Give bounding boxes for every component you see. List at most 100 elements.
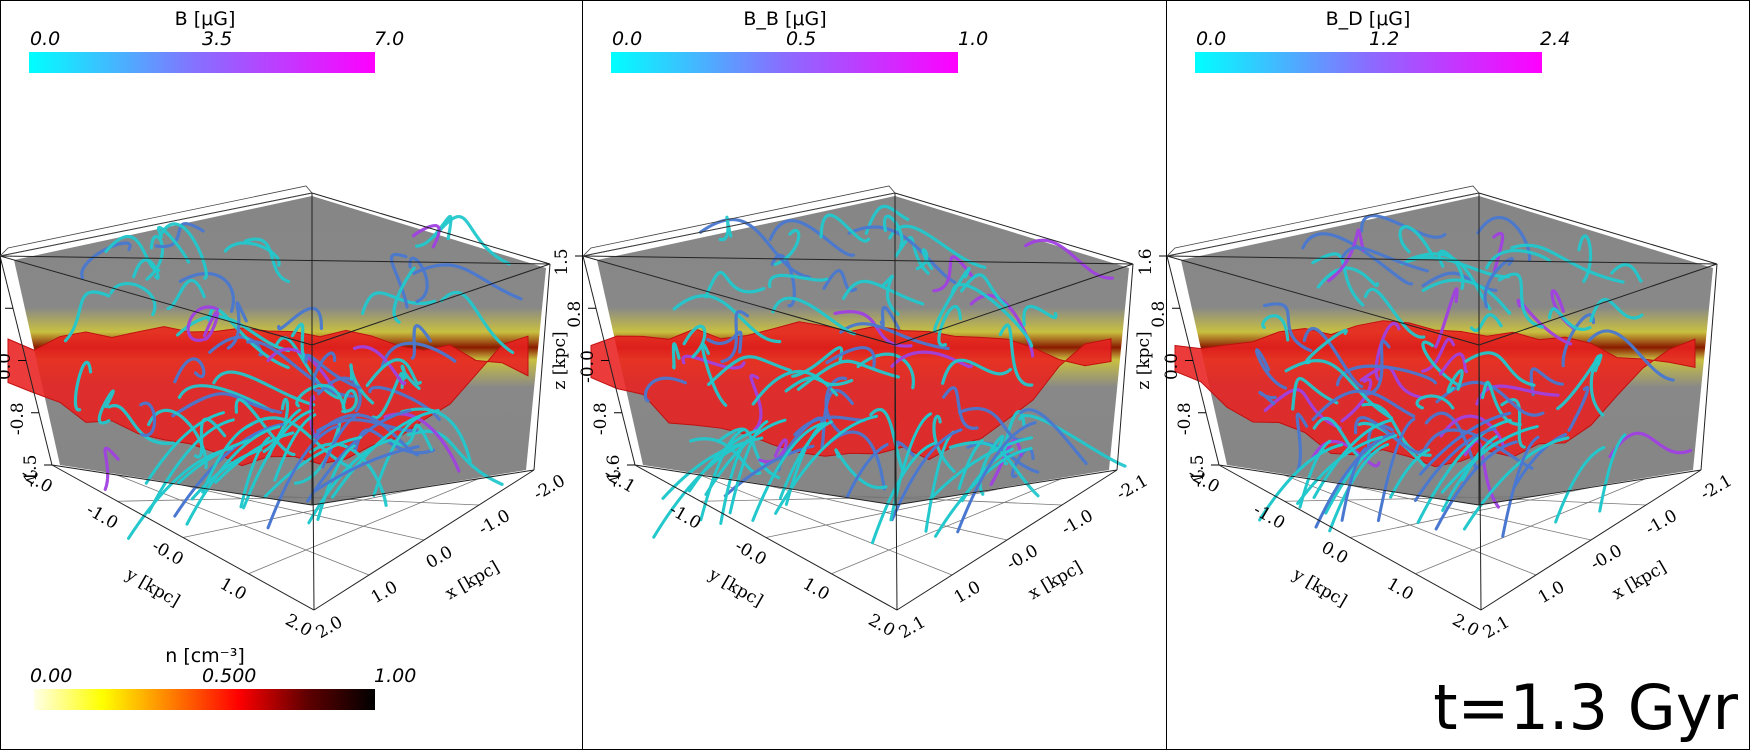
colorbar-2-tick-max: 1.0 bbox=[958, 28, 989, 50]
colorbar-2-tick-mid: 0.5 bbox=[786, 28, 817, 50]
field-line bbox=[107, 404, 175, 445]
field-line bbox=[139, 401, 157, 437]
field-line bbox=[1366, 423, 1395, 458]
box-edge bbox=[1218, 464, 1482, 611]
field-line bbox=[870, 441, 937, 545]
box-edge bbox=[1166, 255, 1480, 346]
x-axis-label: x [kpc] bbox=[1025, 557, 1086, 604]
floor-plane bbox=[1219, 465, 1701, 610]
field-line bbox=[824, 376, 848, 435]
box-edge bbox=[582, 255, 1134, 265]
field-line bbox=[341, 389, 358, 413]
y-tick-label: 2.0 bbox=[865, 610, 898, 641]
field-line bbox=[1441, 438, 1506, 512]
field-line bbox=[1328, 443, 1390, 533]
panel-2-scene: 1.5 0.8 -0.0 -0.8 -1.6 z [kpc] -2.1 -1.0 -0.0 1.0… bbox=[550, 185, 1152, 643]
field-line bbox=[1261, 314, 1290, 342]
field-line bbox=[839, 322, 950, 351]
field-line bbox=[186, 305, 220, 342]
field-line bbox=[412, 263, 523, 301]
field-line bbox=[824, 430, 886, 491]
x-tick-label: 2.1 bbox=[1480, 612, 1513, 643]
density-colorbar-tick-max: 1.00 bbox=[374, 665, 417, 687]
field-line bbox=[1439, 352, 1469, 376]
field-line bbox=[1475, 384, 1560, 406]
field-line bbox=[643, 376, 687, 403]
colorbar-3-tick-max: 2.4 bbox=[1540, 28, 1571, 50]
field-line bbox=[109, 282, 157, 317]
field-line bbox=[796, 359, 900, 391]
field-line bbox=[1529, 367, 1564, 397]
field-line bbox=[698, 217, 812, 279]
density-colorbar-tick-min: 0.00 bbox=[30, 665, 73, 687]
z-tick-label: 0.0 bbox=[1162, 353, 1182, 380]
box-edge bbox=[634, 464, 896, 506]
field-line bbox=[1421, 337, 1456, 373]
field-line bbox=[201, 423, 253, 494]
field-line bbox=[365, 358, 422, 388]
field-line bbox=[888, 224, 987, 270]
field-line bbox=[1610, 263, 1643, 283]
field-line bbox=[793, 415, 866, 437]
field-line bbox=[957, 439, 984, 490]
floor-grid-line bbox=[248, 478, 479, 575]
field-line bbox=[1255, 348, 1288, 390]
floor-grid-line bbox=[1413, 494, 1647, 506]
floor-grid-line bbox=[831, 478, 1062, 575]
field-line bbox=[1258, 443, 1344, 522]
field-line bbox=[1421, 340, 1462, 388]
box-edge bbox=[1478, 469, 1702, 506]
field-line bbox=[439, 291, 515, 355]
y-tick-label: 2.0 bbox=[282, 610, 315, 641]
field-line bbox=[185, 425, 281, 526]
field-line bbox=[154, 222, 205, 249]
z-tick-label: -0.8 bbox=[1175, 402, 1195, 435]
field-line bbox=[882, 214, 904, 248]
field-line bbox=[1501, 435, 1540, 538]
floor-grid-line bbox=[246, 494, 480, 506]
field-line bbox=[1019, 408, 1088, 465]
box-edge bbox=[894, 263, 1134, 346]
density-colorbar-tick-mid: 0.500 bbox=[202, 665, 257, 687]
field-line bbox=[415, 215, 453, 248]
x-axis-label: x [kpc] bbox=[1609, 557, 1670, 604]
box-edge bbox=[533, 263, 551, 471]
field-line bbox=[1469, 313, 1503, 332]
x-tick-label: 2.0 bbox=[313, 612, 346, 643]
field-line bbox=[1311, 389, 1416, 422]
field-line bbox=[1316, 266, 1380, 289]
field-line bbox=[290, 322, 308, 362]
box-edge bbox=[51, 464, 315, 611]
field-line bbox=[171, 392, 283, 418]
panel-3-scene: 1.60.80.0-0.8-1.5z [kpc]-2.0-1.00.01.02.… bbox=[1134, 185, 1736, 643]
field-line bbox=[841, 279, 925, 306]
box-edge bbox=[1166, 255, 1718, 265]
box-edge bbox=[1700, 263, 1718, 471]
colorbar-3-title: B_D [μG] bbox=[1325, 8, 1411, 30]
field-line bbox=[1419, 411, 1512, 476]
field-line bbox=[1362, 339, 1391, 396]
field-line bbox=[371, 371, 405, 420]
colorbar-3-tick-min: 0.0 bbox=[1196, 28, 1227, 50]
field-line bbox=[144, 411, 225, 485]
density-colorbar-title: n [cm⁻³] bbox=[165, 645, 245, 667]
field-line bbox=[1311, 252, 1365, 307]
field-line bbox=[1340, 246, 1429, 273]
field-line bbox=[957, 407, 1024, 442]
field-line bbox=[1353, 416, 1424, 454]
x-tick-label: -2.1 bbox=[1113, 471, 1151, 505]
field-line bbox=[368, 385, 441, 422]
field-line bbox=[1464, 351, 1536, 387]
floor-grid-line bbox=[1348, 484, 1592, 541]
field-line bbox=[223, 241, 281, 267]
field-line bbox=[1324, 433, 1398, 515]
field-line bbox=[1577, 234, 1593, 283]
field-line bbox=[915, 248, 934, 271]
field-line bbox=[869, 407, 904, 471]
field-line bbox=[856, 352, 915, 390]
field-line bbox=[193, 417, 227, 459]
field-line bbox=[879, 305, 901, 330]
field-line bbox=[175, 314, 291, 353]
z-tick-label: 0.8 bbox=[0, 301, 2, 328]
